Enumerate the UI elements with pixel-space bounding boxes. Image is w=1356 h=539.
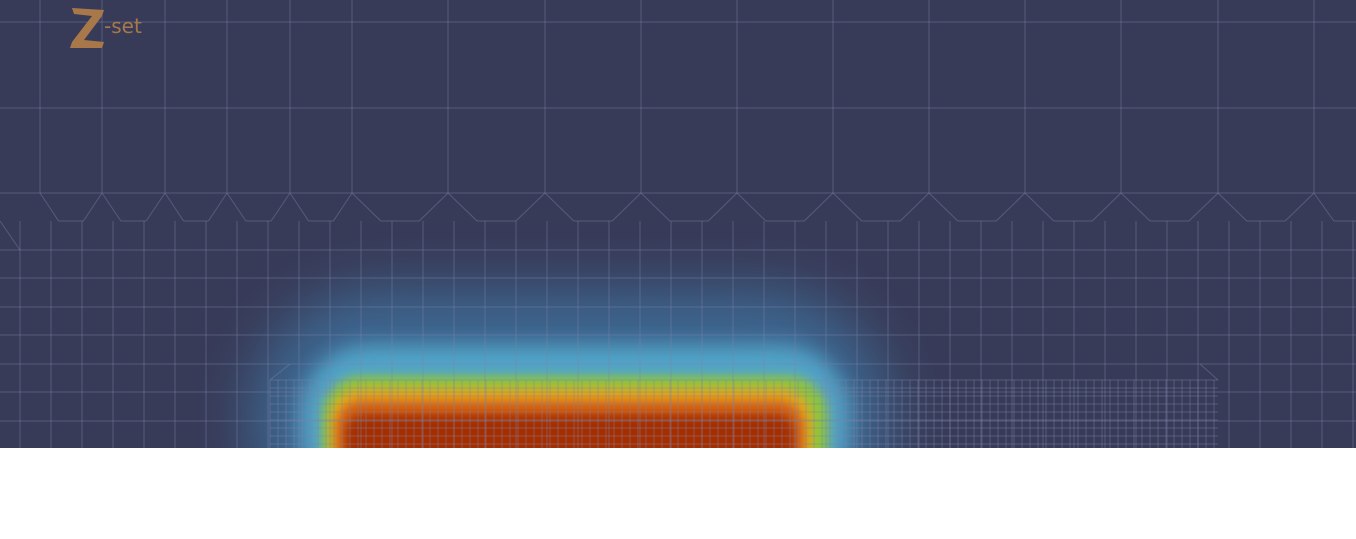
- mesh-line: [39, 192, 60, 222]
- mesh-line: [1188, 192, 1219, 222]
- mesh-line: [611, 192, 642, 222]
- mesh-line: [101, 192, 122, 222]
- mesh-line: [351, 192, 382, 222]
- mesh-line: [269, 363, 291, 381]
- mesh-line: [270, 192, 291, 222]
- mesh-line: [995, 192, 1026, 222]
- logo-mark: [70, 8, 104, 48]
- mesh-line: [226, 192, 247, 222]
- mesh-lines: [0, 0, 1356, 448]
- mesh-line: [1091, 192, 1122, 222]
- mesh-line: [899, 192, 930, 222]
- mesh-line: [1284, 192, 1315, 222]
- hero-banner: -set: [0, 0, 1356, 448]
- mesh-line: [707, 192, 738, 222]
- mesh-line: [1024, 192, 1055, 222]
- mesh-line: [164, 192, 185, 222]
- mesh-line: [803, 192, 834, 222]
- mesh-line: [332, 192, 353, 222]
- mesh-line: [1120, 192, 1151, 222]
- mesh-line: [418, 192, 449, 222]
- mesh-line: [1313, 192, 1335, 222]
- logo-text: -set: [104, 14, 142, 38]
- mesh-line: [82, 192, 103, 222]
- mesh-line: [145, 192, 166, 222]
- mesh-line: [515, 192, 546, 222]
- mesh-line: [736, 192, 767, 222]
- mesh-line: [447, 192, 478, 222]
- mesh-line: [207, 192, 228, 222]
- mesh-line: [544, 192, 575, 222]
- mesh-line: [0, 220, 21, 251]
- mesh-line: [1217, 192, 1248, 222]
- mesh-line: [289, 192, 310, 222]
- mesh-line: [928, 192, 959, 222]
- mesh-line: [1199, 363, 1219, 381]
- mesh-line: [832, 192, 863, 222]
- mesh-line: [640, 192, 671, 222]
- mesh-visualization: [0, 0, 1356, 448]
- heat-field: [250, 290, 890, 448]
